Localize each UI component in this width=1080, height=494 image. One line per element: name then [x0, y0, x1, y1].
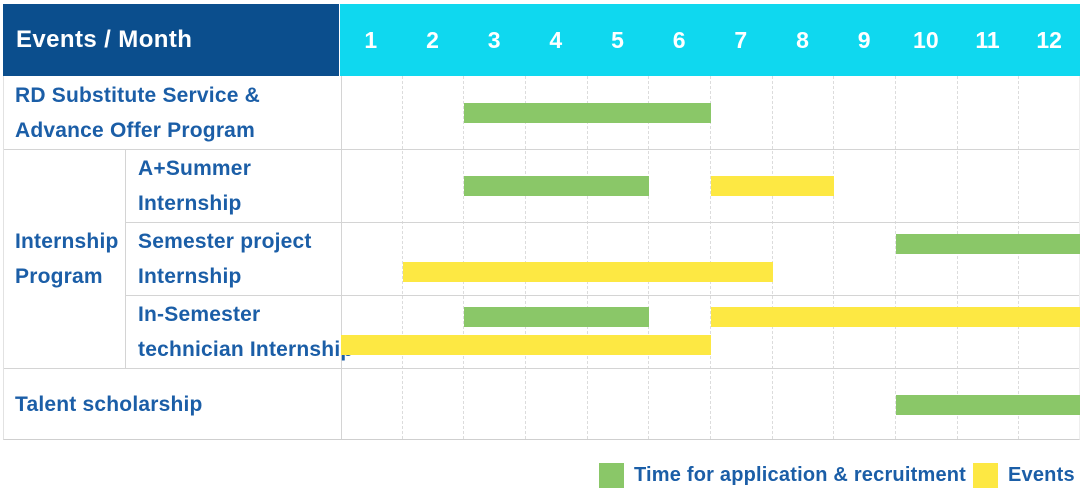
gantt-bar-yellow	[711, 307, 1080, 327]
month-label: 3	[487, 26, 501, 53]
month-label: 6	[672, 26, 686, 53]
labels-months-divider	[341, 76, 342, 439]
month-header-row: 1 2 3 4 5 6 7 8 9 10 11 12	[340, 4, 1080, 76]
row-label-rd-substitute: RD Substitute Service & Advance Offer Pr…	[15, 83, 260, 142]
legend-swatch-yellow	[973, 463, 998, 488]
row-divider	[125, 222, 1079, 223]
group-subrow-divider	[125, 149, 126, 368]
gantt-row	[341, 222, 1080, 295]
gantt-bar-green	[464, 176, 650, 196]
month-label: 11	[975, 26, 1000, 53]
header-corner-cell: Events / Month	[3, 4, 339, 76]
month-label: 8	[796, 26, 809, 53]
month-label: 5	[611, 26, 624, 53]
legend-item-application-recruitment: Time for application & recruitment	[599, 463, 966, 488]
gantt-row	[341, 368, 1080, 440]
legend-swatch-green	[599, 463, 624, 488]
month-label: 7	[734, 26, 748, 53]
month-gridlines	[341, 76, 1080, 439]
gantt-row	[341, 295, 1080, 368]
month-label: 12	[1036, 26, 1062, 53]
gantt-row	[341, 76, 1080, 149]
gantt-bar-yellow	[341, 335, 711, 355]
row-group-label-internship-program: Internship Program	[15, 229, 119, 288]
month-label: 9	[857, 26, 871, 53]
row-label-semester-project-internship: Semester project Internship	[138, 229, 312, 288]
gantt-row	[341, 149, 1080, 222]
month-label: 2	[426, 26, 439, 53]
row-label-a-summer-internship: A+Summer Internship	[138, 156, 252, 215]
schedule-table-body: RD Substitute Service & Advance Offer Pr…	[3, 76, 1080, 440]
gantt-bar-green	[896, 234, 1080, 254]
legend-item-events: Events	[973, 463, 1075, 488]
gantt-bar-green	[464, 103, 711, 123]
legend-label: Events	[1008, 464, 1075, 486]
row-divider	[4, 368, 1079, 369]
month-label: 10	[913, 26, 939, 53]
gantt-bar-green	[464, 307, 650, 327]
row-label-talent-scholarship: Talent scholarship	[15, 392, 203, 416]
row-label-in-semester-technician-internship: In-Semester technician Internship	[138, 302, 354, 361]
gantt-bar-green	[896, 395, 1080, 415]
row-divider	[4, 149, 1079, 150]
month-label: 1	[364, 26, 378, 53]
legend-label: Time for application & recruitment	[634, 464, 967, 486]
header-corner-label: Events / Month	[16, 26, 193, 53]
gantt-bar-yellow	[711, 176, 835, 196]
month-label: 4	[549, 26, 563, 53]
gantt-bar-yellow	[402, 262, 773, 282]
row-divider	[125, 295, 1079, 296]
